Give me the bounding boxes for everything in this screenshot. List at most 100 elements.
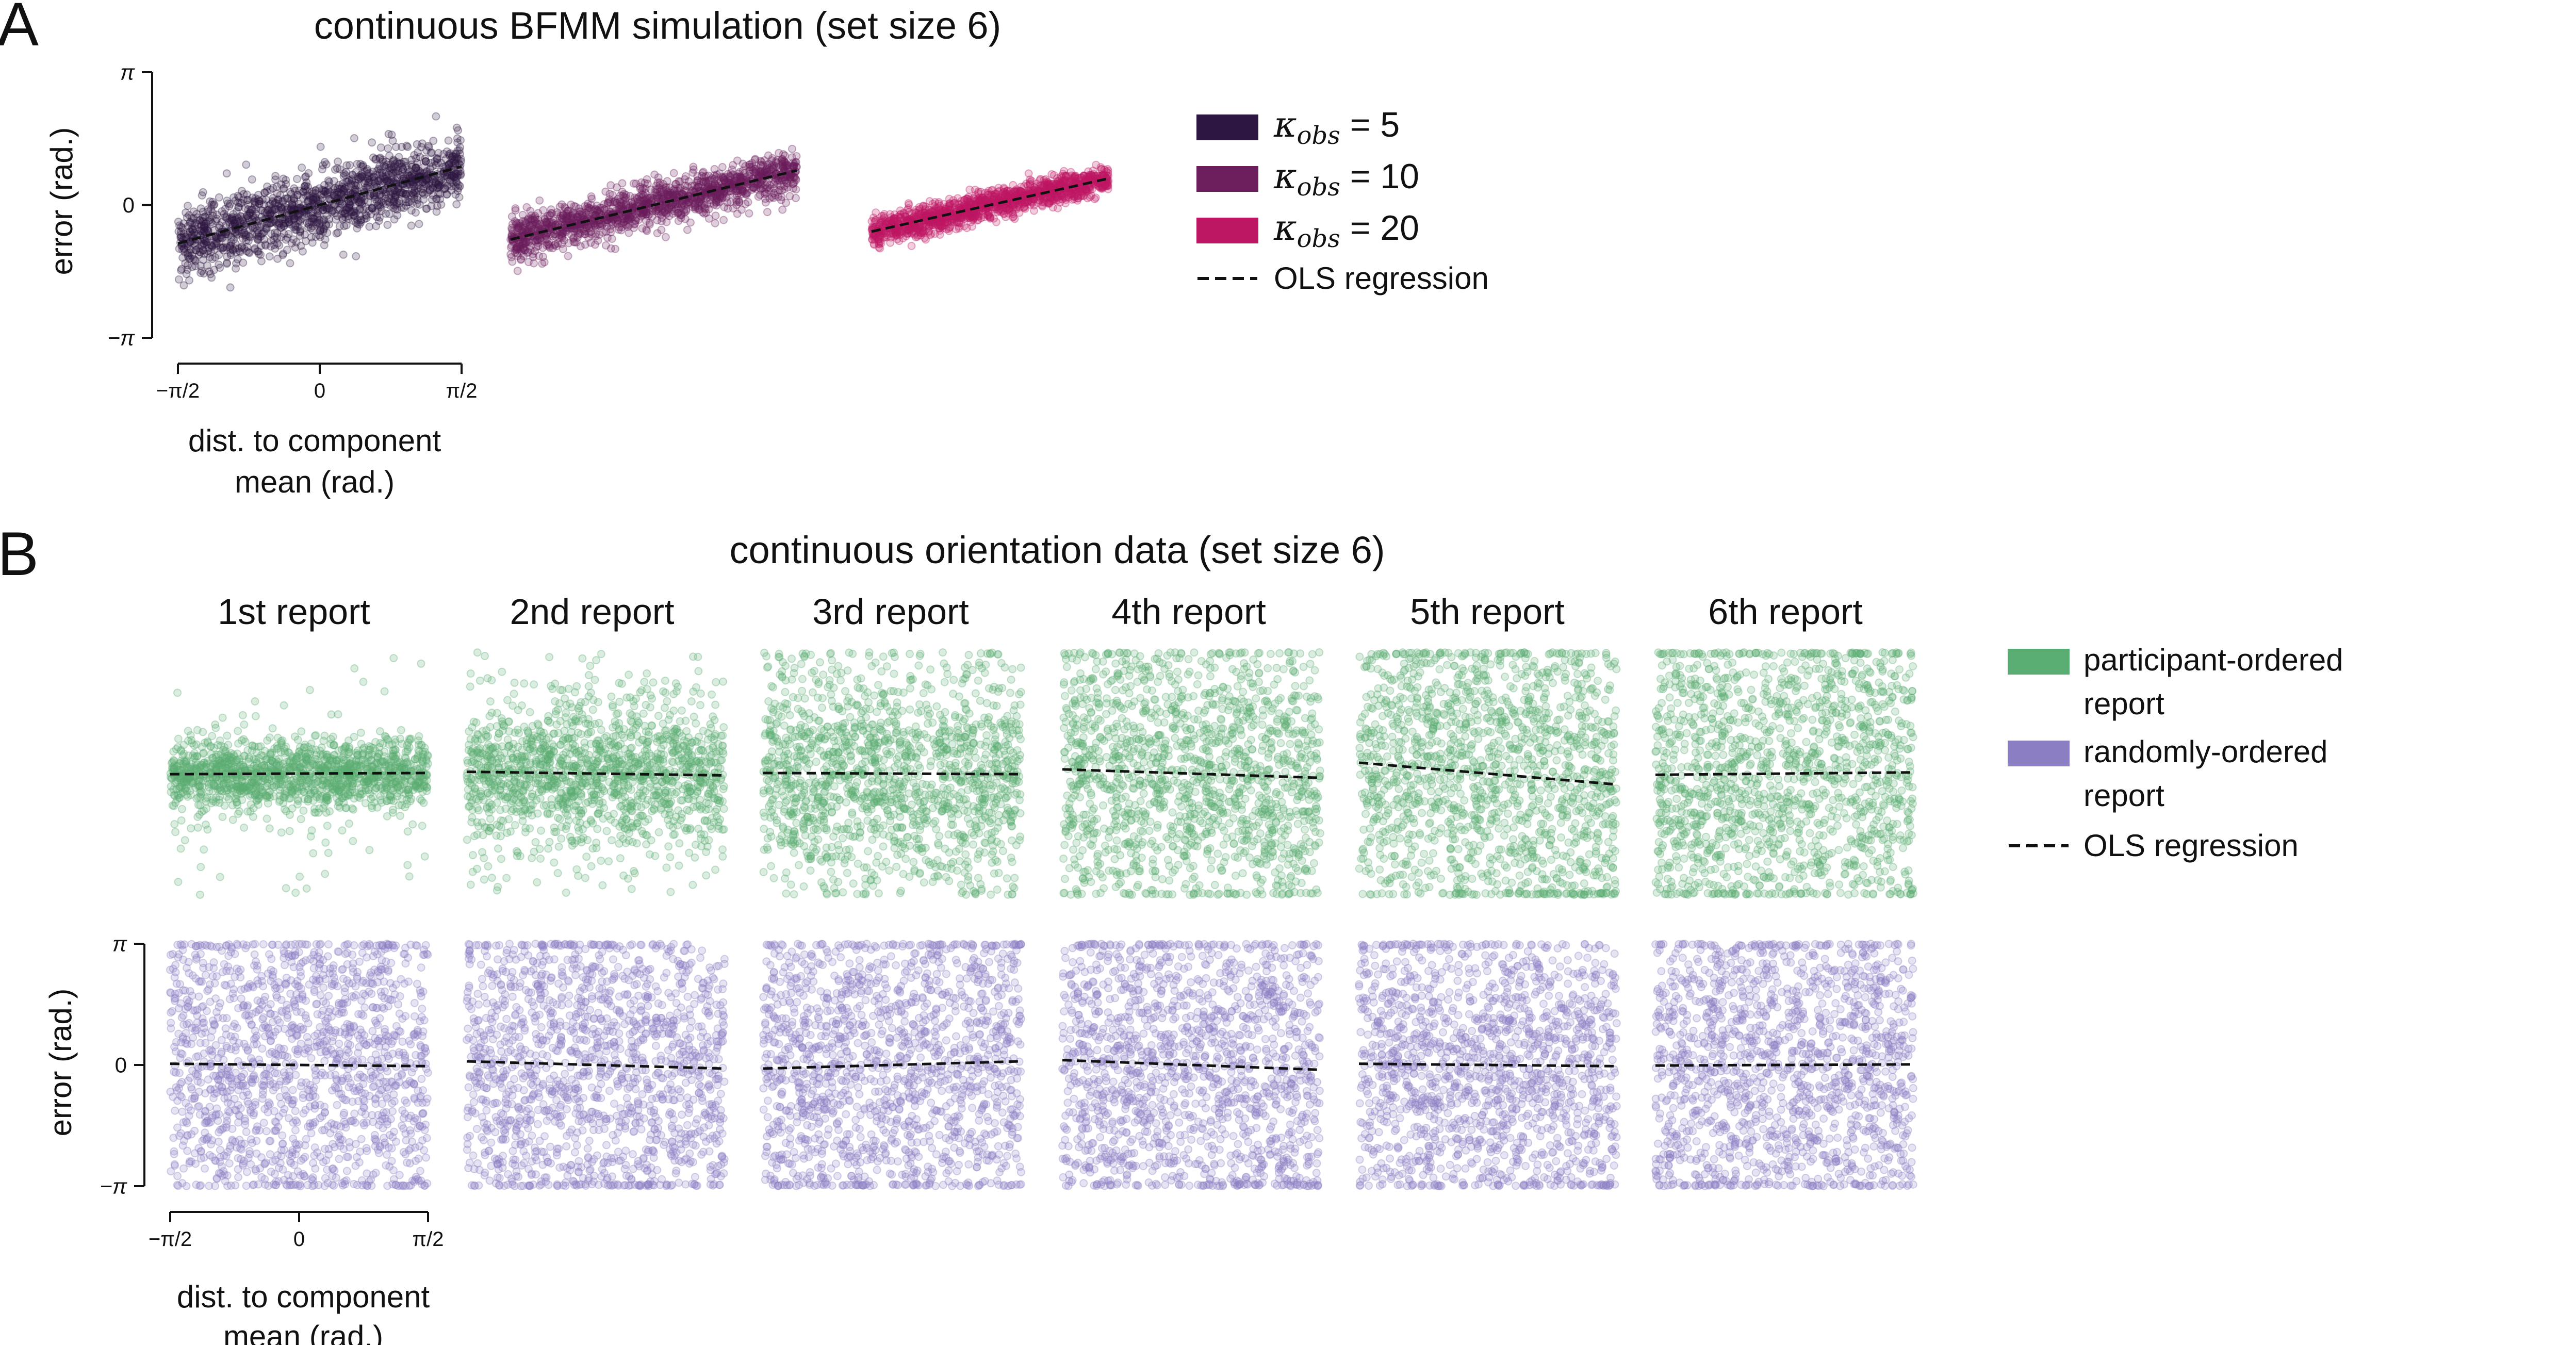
scatter-point — [993, 208, 1002, 217]
scatter-point — [436, 181, 445, 190]
scatter-point — [234, 215, 243, 223]
scatter-point — [722, 193, 731, 202]
scatter-point — [254, 228, 263, 237]
scatter-point — [353, 216, 362, 224]
scatter-point — [182, 208, 190, 217]
scatter-point — [243, 196, 252, 204]
scatter-point — [719, 216, 728, 224]
scatter-point — [325, 220, 334, 229]
scatter-point — [380, 177, 388, 186]
plot-area: π0−π−π/2 0 π/2π0−π−π/2 0 π/2 — [100, 60, 1917, 1251]
scatter-point — [218, 244, 226, 253]
scatter-point — [261, 224, 270, 233]
scatter-point — [350, 664, 359, 672]
scatter-point — [187, 824, 195, 833]
scatter-point — [361, 177, 370, 185]
scatter-point — [240, 244, 249, 253]
scatter-point — [210, 240, 219, 249]
legend-ols-label-a: OLS regression — [1274, 261, 1489, 296]
scatter-point — [222, 259, 231, 268]
scatter-point — [442, 147, 451, 156]
scatter-point — [277, 205, 286, 214]
scatter-point — [432, 112, 440, 121]
scatter-point — [450, 173, 458, 182]
scatter-point — [748, 159, 757, 168]
x-tick-label: −π/2 — [156, 380, 200, 402]
scatter-point — [427, 148, 436, 157]
scatter-point — [408, 820, 417, 829]
scatter-point — [311, 189, 320, 198]
scatter-point — [712, 201, 721, 210]
scatter-point — [382, 200, 390, 208]
scatter-point — [188, 263, 196, 271]
scatter-point — [205, 267, 214, 276]
scatter-point — [1079, 171, 1088, 180]
scatter-point — [960, 214, 969, 223]
scatter-point — [890, 210, 899, 219]
scatter-point — [353, 220, 362, 228]
legend-label-kappa20: κobs = 20 — [1273, 208, 1419, 253]
panel-a-scatter-1 — [174, 112, 465, 292]
scatter-point — [520, 239, 529, 248]
scatter-point — [417, 659, 425, 668]
panel-b-title: continuous orientation data (set size 6) — [729, 529, 1385, 571]
scatter-point — [368, 138, 376, 147]
scatter-point — [387, 130, 396, 139]
scatter-point — [551, 229, 560, 238]
scatter-point — [508, 257, 517, 266]
scatter-point — [535, 196, 544, 205]
scatter-point — [273, 220, 282, 229]
scatter-point — [248, 229, 257, 238]
scatter-point — [632, 179, 641, 188]
scatter-point — [335, 204, 344, 212]
panel-a-letter: A — [0, 0, 39, 59]
legend-ols-label-b: OLS regression — [2083, 828, 2299, 863]
scatter-point — [212, 241, 221, 250]
scatter-point — [729, 170, 737, 179]
scatter-point — [403, 827, 412, 836]
scatter-point — [986, 213, 994, 222]
scatter-point — [228, 815, 237, 824]
scatter-point — [198, 241, 207, 250]
scatter-point — [219, 246, 228, 255]
scatter-point — [176, 844, 185, 853]
scatter-point — [338, 183, 347, 191]
scatter-point — [242, 160, 251, 169]
scatter-point — [218, 713, 227, 722]
panel-a-y-label: error (rad.) — [44, 127, 79, 275]
scatter-point — [564, 211, 572, 220]
scatter-point — [517, 226, 526, 235]
scatter-point — [912, 224, 921, 232]
scatter-point — [241, 233, 250, 241]
scatter-point — [293, 175, 301, 183]
scatter-point — [234, 198, 242, 207]
scatter-point — [405, 872, 414, 881]
scatter-point — [452, 200, 461, 209]
scatter-point — [790, 161, 798, 170]
scatter-point — [453, 170, 462, 178]
scatter-point — [395, 199, 404, 208]
scatter-point — [412, 163, 420, 172]
scatter-point — [778, 155, 786, 164]
scatter-point — [403, 142, 412, 151]
scatter-point — [250, 197, 259, 206]
scatter-point — [365, 222, 374, 231]
scatter-point — [907, 241, 916, 250]
scatter-point — [453, 138, 462, 147]
scatter-point — [332, 215, 340, 224]
scatter-point — [538, 259, 547, 268]
scatter-point — [647, 185, 655, 194]
scatter-point — [589, 219, 598, 228]
scatter-point — [393, 211, 402, 220]
scatter-point — [277, 180, 286, 189]
scatter-point — [251, 244, 259, 253]
column-title-1: 1st report — [218, 592, 370, 632]
scatter-point — [210, 200, 219, 209]
scatter-point — [390, 186, 399, 194]
scatter-point — [611, 244, 619, 253]
scatter-point — [290, 215, 299, 224]
scatter-point — [283, 245, 291, 254]
scatter-point — [351, 209, 360, 217]
scatter-point — [718, 163, 727, 171]
